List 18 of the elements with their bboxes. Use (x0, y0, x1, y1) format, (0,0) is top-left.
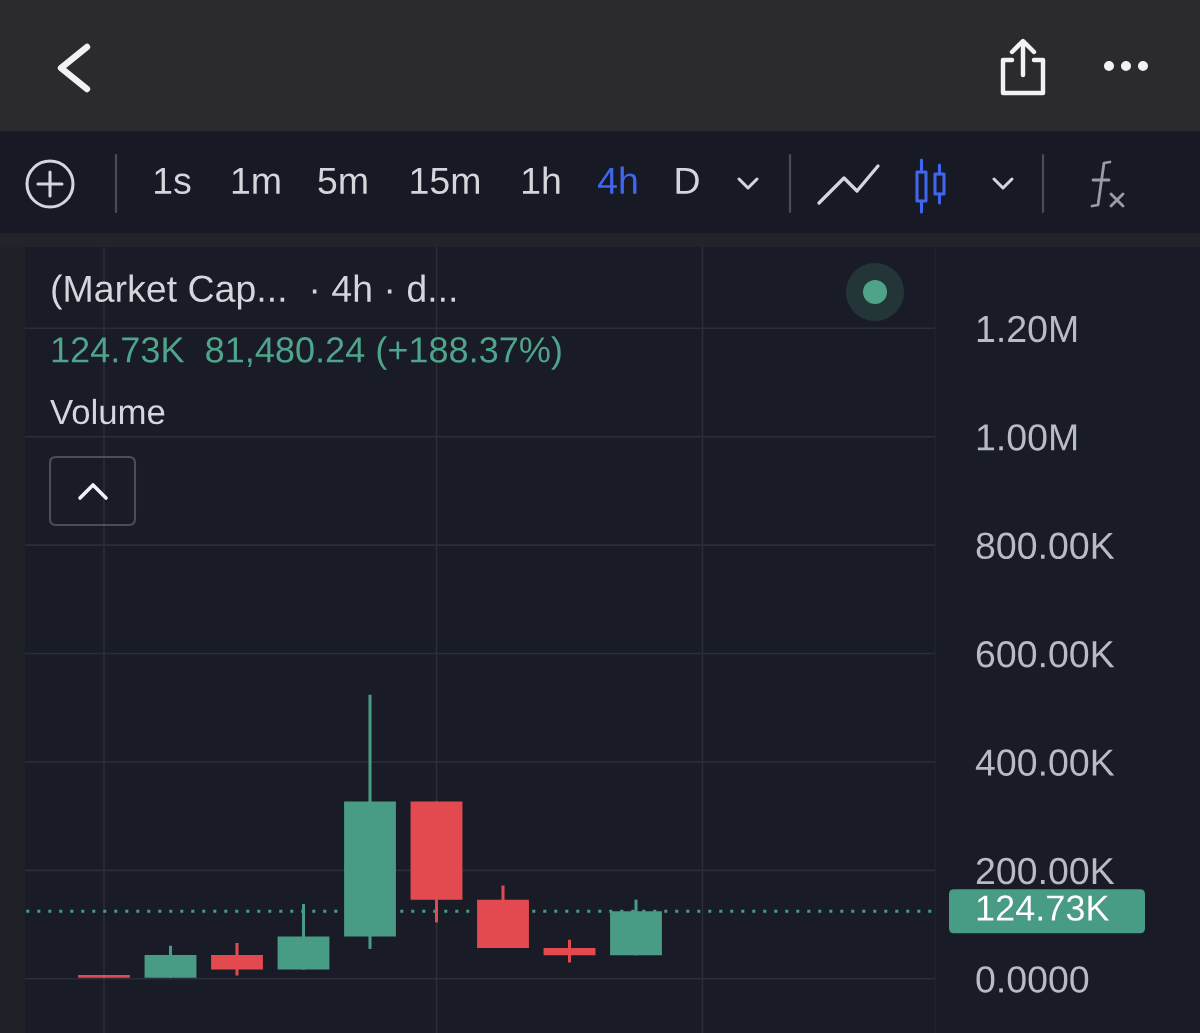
y-tick-label: 1.20M (977, 315, 1077, 343)
annotation: Volume (50, 398, 165, 425)
annotation: (Market Cap... · 4h · d... (52, 274, 456, 310)
text: 15m (411, 167, 479, 195)
y-tick-label: 1.00M (977, 424, 1077, 451)
annotation: 124.73K 81,480.24 (+188.37%) (52, 336, 561, 370)
y-tick-label: 0.0000 (976, 966, 1089, 993)
text: 1h (523, 166, 560, 194)
text: 1m (232, 167, 280, 194)
text: 4h (598, 166, 637, 194)
ref-line-label: 124.73K (977, 895, 1110, 921)
y-tick-label: 600.00K (976, 640, 1115, 668)
y-tick-label: 200.00K (976, 857, 1115, 885)
y-tick-label: 400.00K (975, 749, 1115, 776)
text: D (676, 167, 699, 194)
text: 5m (318, 167, 367, 195)
text: 1s (155, 167, 191, 195)
y-tick-label: 800.00K (976, 532, 1115, 560)
